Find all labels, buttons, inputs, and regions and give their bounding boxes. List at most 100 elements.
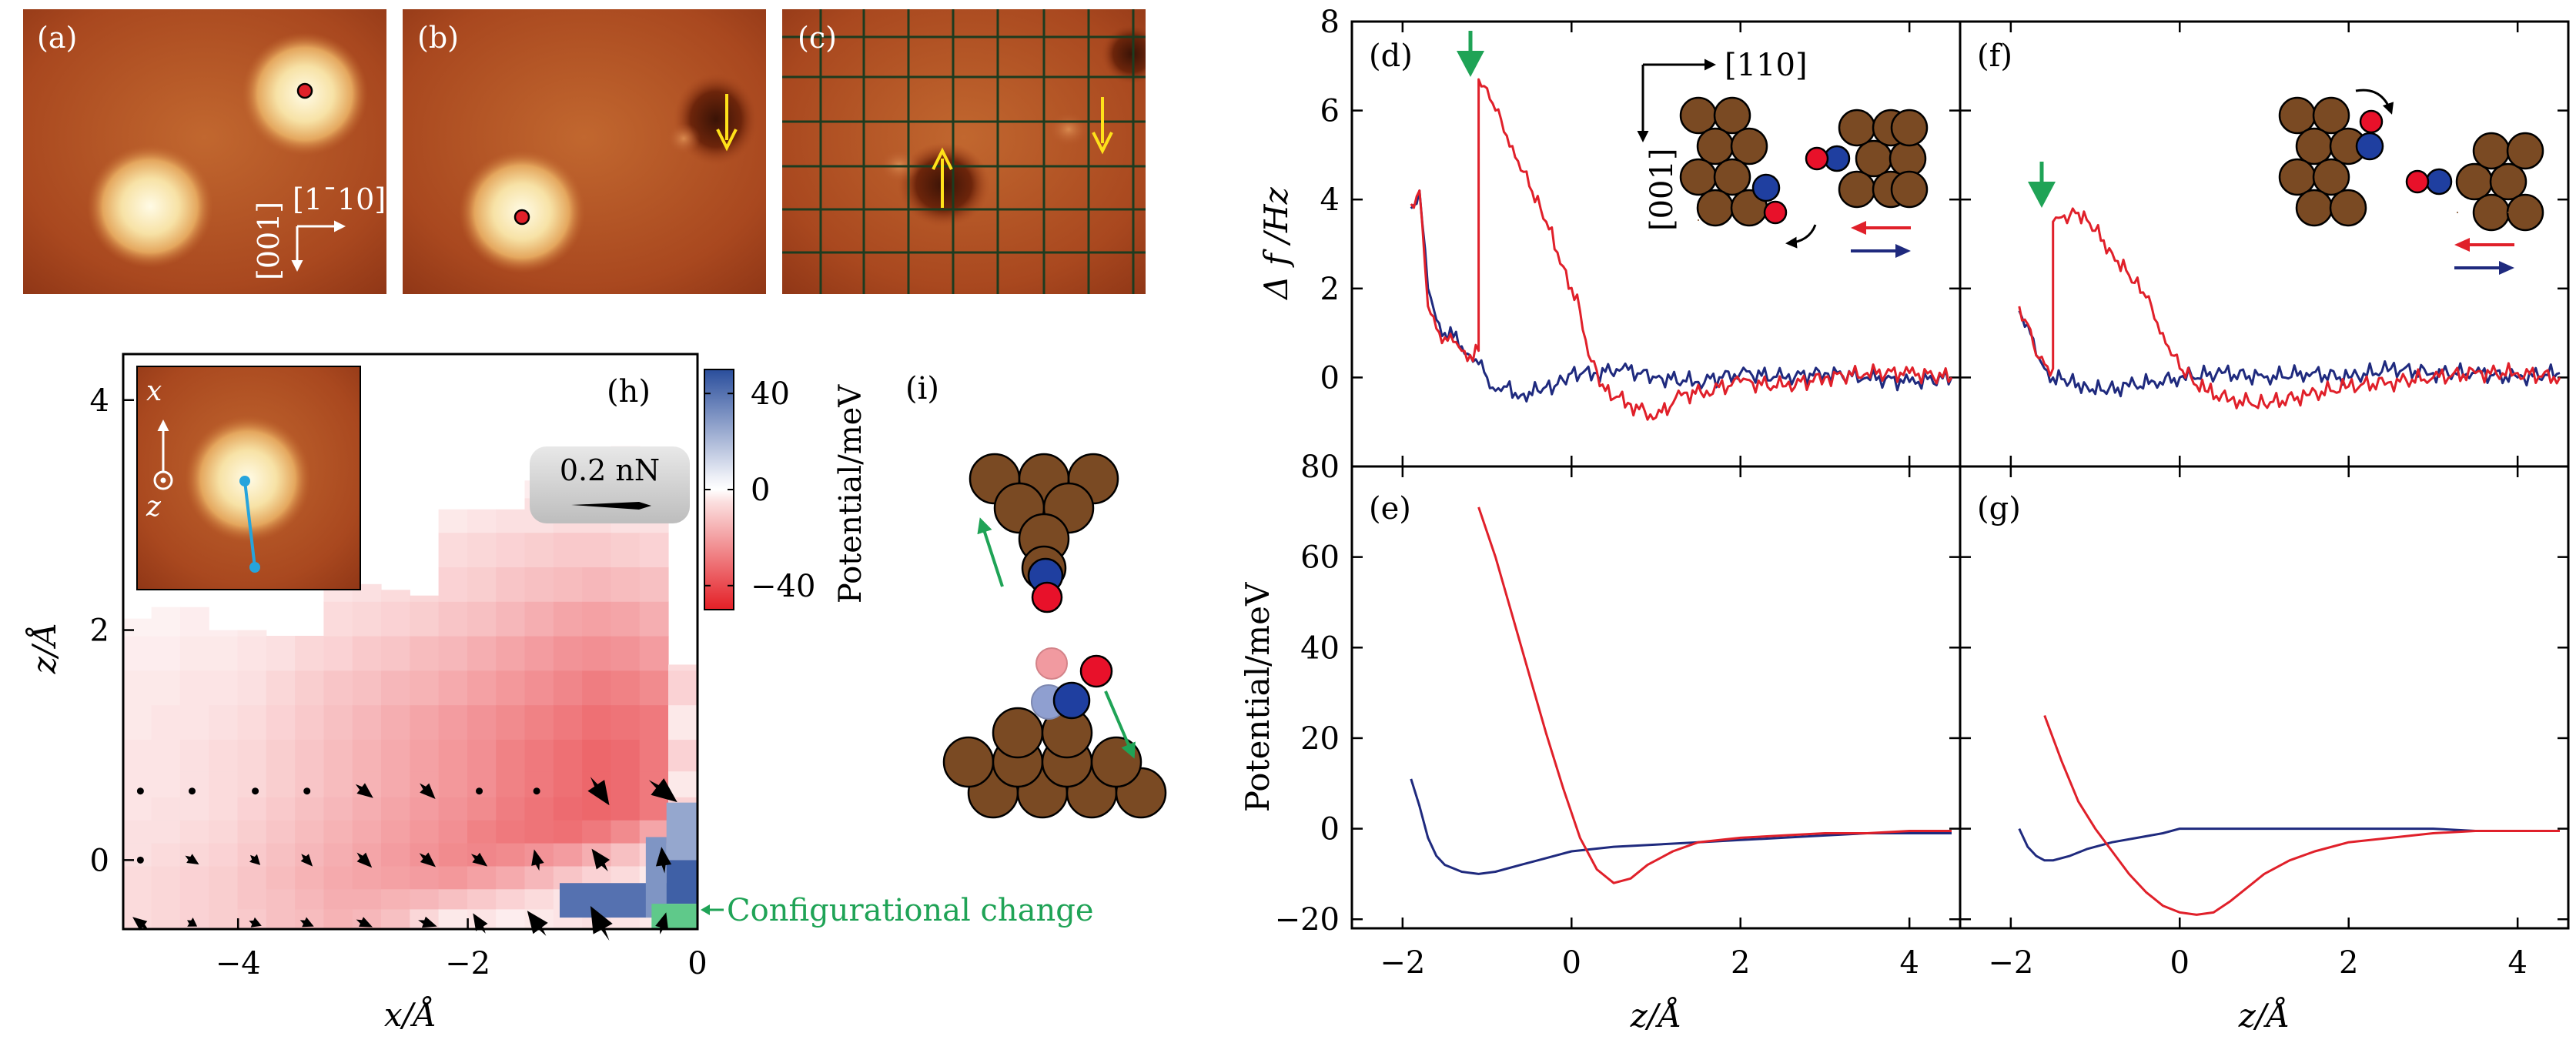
heatmap-cell	[467, 670, 497, 706]
panel-label-b: (b)	[417, 21, 459, 55]
panel-label-e: (e)	[1369, 491, 1411, 526]
series-line-retract	[2043, 714, 2560, 916]
heatmap-cell	[496, 601, 526, 637]
heatmap-cell	[467, 532, 497, 567]
heatmap-cell	[122, 704, 152, 740]
heatmap-cell	[524, 797, 554, 821]
series-line-approach	[2018, 310, 2561, 398]
heatmap-cell	[122, 771, 152, 797]
heatmap-cell	[151, 636, 181, 671]
tip-cluster	[2278, 96, 2367, 227]
force-vector-arrow	[419, 852, 436, 867]
heatmap-cell	[553, 843, 583, 867]
heatmap-cell	[122, 739, 152, 772]
heatmap-cell	[438, 509, 468, 533]
heatmap-cell	[496, 843, 526, 867]
y-tick-label: 40	[1300, 630, 1340, 666]
inset-z-label: z	[146, 491, 162, 523]
force-vector-arrow	[527, 911, 548, 936]
force-vector-arrow	[418, 916, 437, 928]
h-inset-stm: x z	[137, 366, 360, 590]
scan-end-dot	[249, 562, 260, 573]
heatmap-cell	[151, 843, 181, 867]
heatmap-cell	[209, 865, 239, 890]
heatmap-cell	[237, 820, 267, 844]
heatmap-cell	[179, 636, 209, 671]
heatmap-cell	[496, 636, 526, 671]
heatmap-cell	[179, 820, 209, 844]
force-vector-arrow	[132, 917, 149, 931]
heatmap-cell	[151, 607, 181, 637]
oxygen-atom	[1763, 200, 1788, 225]
force-vector-arrow	[655, 847, 672, 874]
heatmap-cell	[179, 865, 209, 890]
plot-f: (f)	[1959, 20, 2570, 468]
heatmap-cell	[295, 670, 324, 706]
heatmap-cell	[381, 636, 410, 671]
heatmap-cell	[438, 532, 468, 567]
heatmap-cell	[524, 820, 554, 844]
panel-label-i: (i)	[905, 371, 939, 406]
heatmap-cell	[438, 771, 468, 797]
force-vector-arrow	[249, 917, 262, 928]
panel-label-c: (c)	[798, 21, 837, 55]
heatmap-cell	[639, 704, 669, 740]
ghost-oxygen-atom	[1035, 647, 1068, 680]
heatmap-cell	[438, 670, 468, 706]
heatmap-cell	[410, 739, 440, 772]
tip-cluster	[1679, 96, 1768, 227]
heatmap-cell	[438, 567, 468, 602]
heatmap-cell	[237, 636, 267, 671]
scan-start-dot	[239, 476, 250, 486]
heatmap-cell	[209, 888, 239, 910]
oxygen-atom	[2359, 109, 2384, 134]
heatmap-cell	[323, 820, 353, 844]
heatmap-cell	[639, 532, 669, 567]
y-tick-label: 80	[1300, 450, 1340, 485]
force-vector-arrow	[420, 783, 436, 799]
y-tick-label: 20	[1300, 721, 1340, 757]
d-depth-label: [001]	[1644, 148, 1680, 231]
heatmap-cell	[467, 509, 497, 533]
heatmap-cell	[553, 601, 583, 637]
heatmap-cell	[323, 888, 353, 910]
heatmap-cell	[381, 843, 410, 867]
heatmap-cell	[410, 865, 440, 890]
heatmap-cell	[438, 739, 468, 772]
d-lattice-label: [110]	[1725, 48, 1808, 83]
configurational-change-annotation: Configurational change	[701, 893, 1094, 928]
heatmap-cell	[668, 739, 698, 772]
plot-d-series: 0 2 4 6 8	[1320, 5, 1960, 466]
heatmap-cell	[209, 636, 239, 671]
heatmap-cell	[496, 771, 526, 797]
heatmap-cell	[496, 820, 526, 844]
heatmap-cell	[209, 843, 239, 867]
heatmap-cell	[209, 771, 239, 797]
series-line-retract	[1410, 78, 1953, 421]
heatmap-cell	[179, 607, 209, 637]
heatmap-cell	[496, 797, 526, 821]
force-vector-arrow	[587, 777, 610, 806]
heatmap-cell	[323, 865, 353, 890]
heatmap-cell	[611, 670, 641, 706]
green-motion-arrow	[977, 517, 1004, 587]
x-tick-label: −2	[1988, 945, 2033, 981]
oxygen-atom	[1805, 146, 1829, 171]
oxygen-atom	[1079, 654, 1113, 688]
heatmap-cell	[611, 704, 641, 740]
heatmap-cell	[496, 865, 526, 890]
heatmap-cell	[666, 802, 698, 861]
heatmap-cell	[266, 888, 296, 910]
heatmap-cell	[122, 636, 152, 671]
potential-map-cells	[122, 446, 698, 930]
heatmap-cell	[438, 636, 468, 671]
heatmap-cell	[323, 601, 353, 637]
heatmap-cell	[524, 532, 554, 567]
heatmap-cell	[410, 601, 440, 637]
heatmap-cell	[266, 843, 296, 867]
heatmap-cell	[237, 704, 267, 740]
y-tick-label: 6	[1320, 94, 1340, 129]
stm-panel-a: (a) [1¯10] [001]	[23, 9, 386, 294]
force-scale-box: 0.2 nN	[530, 446, 690, 523]
